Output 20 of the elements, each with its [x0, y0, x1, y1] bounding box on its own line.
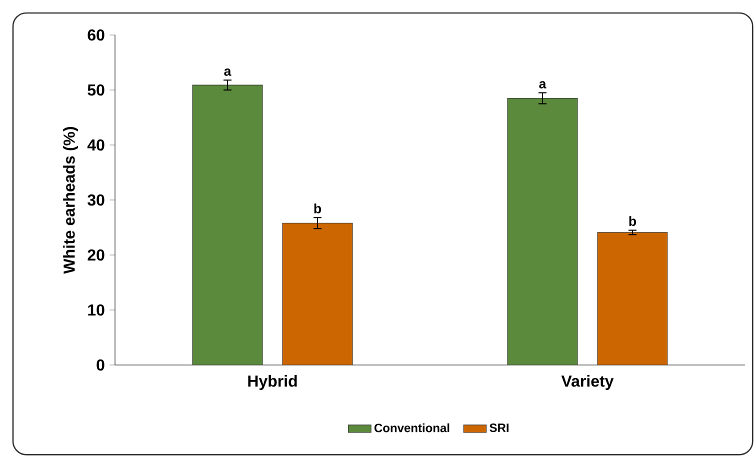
bar — [192, 84, 263, 365]
annotation: b — [629, 216, 636, 226]
legend-label: SRI — [490, 424, 508, 432]
y-tick-label: 10 — [88, 304, 104, 316]
x-tick-label: Variety — [561, 375, 614, 390]
y-tick-label: 50 — [88, 84, 104, 96]
legend-label: Conventional — [374, 423, 450, 432]
y-tick-label: 60 — [88, 29, 104, 41]
bar — [282, 222, 353, 365]
bar — [597, 232, 668, 365]
y-tick-label: 40 — [87, 139, 104, 151]
y-tick-label: 30 — [88, 194, 104, 206]
annotation: a — [539, 81, 546, 88]
annotation: b — [314, 204, 322, 214]
bar — [507, 98, 578, 365]
x-tick-label: Hybrid — [248, 375, 297, 390]
y-axis-title: White earheads (%) — [63, 127, 78, 274]
annotation: a — [224, 68, 232, 76]
y-tick-label: 20 — [88, 249, 104, 261]
y-tick-label: 0 — [96, 359, 104, 371]
